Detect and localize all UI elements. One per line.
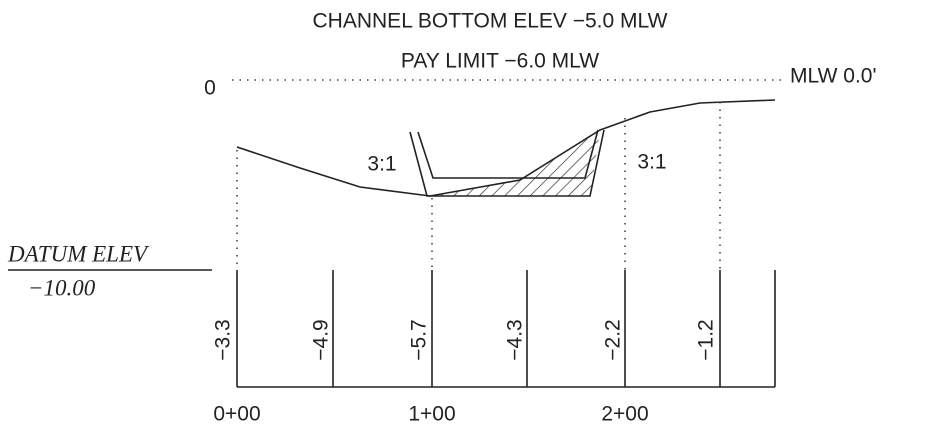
excavation-hatch [430,131,600,196]
station-label: 0+00 [213,403,260,426]
station-label: 2+00 [601,403,648,426]
pay-limit [409,129,605,197]
elevation-label: −3.3 [212,319,235,360]
datum-label: DATUM ELEV [7,241,150,266]
channel-bottom [417,129,599,179]
elevation-label: −1.2 [695,319,718,360]
ground-profile [236,99,776,197]
datum-value: −10.00 [28,275,96,300]
elevation-label: −5.7 [408,319,431,360]
station-label: 1+00 [408,403,455,426]
mlw-label: MLW 0.0' [790,65,876,88]
elevation-label: −2.2 [602,319,625,360]
elevation-table [236,270,776,388]
elevation-label: −4.9 [310,319,333,360]
title-line2: PAY LIMIT −6.0 MLW [401,50,599,73]
title-line1: CHANNEL BOTTOM ELEV −5.0 MLW [313,10,668,33]
slope-right: 3:1 [637,151,666,174]
slope-left: 3:1 [367,153,396,176]
zero-label: 0 [204,77,216,100]
elevation-label: −4.3 [504,319,527,360]
